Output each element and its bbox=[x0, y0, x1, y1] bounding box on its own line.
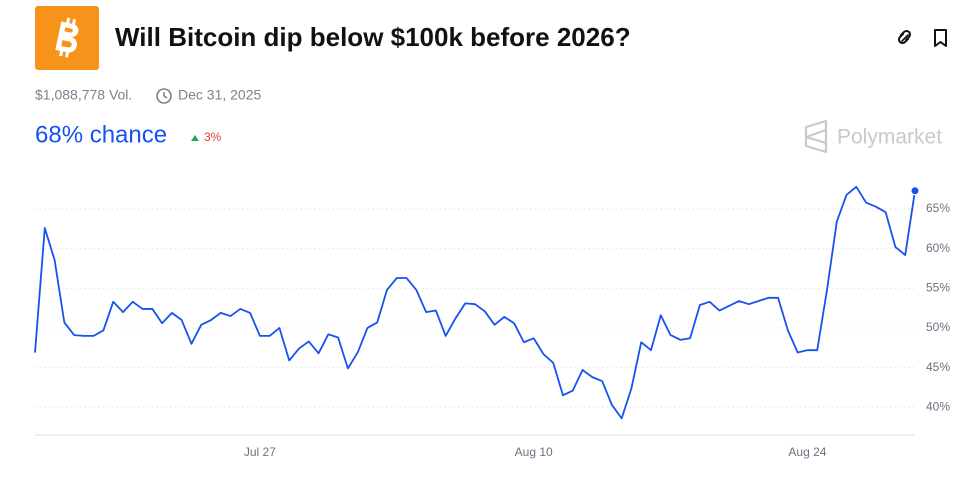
brand-logo bbox=[804, 119, 828, 154]
bitcoin-symbol bbox=[55, 17, 79, 58]
x-tick-label: Aug 10 bbox=[515, 445, 553, 459]
price-line bbox=[34, 185, 916, 420]
y-tick-label: 40% bbox=[926, 399, 950, 413]
last-point bbox=[910, 186, 920, 196]
end-date: Dec 31, 2025 bbox=[178, 87, 261, 103]
plot-area: 40% 45% 50% 55% 60% 65% Jul 27 Aug 10 Aug 24 bbox=[34, 185, 950, 459]
change-arrow bbox=[191, 135, 199, 141]
y-tick-label: 55% bbox=[926, 280, 950, 294]
brand: Polymarket bbox=[837, 126, 942, 149]
x-tick-label: Aug 24 bbox=[788, 445, 826, 459]
y-tick-label: 60% bbox=[926, 241, 950, 255]
y-tick-label: 65% bbox=[926, 201, 950, 215]
y-tick-label: 45% bbox=[926, 360, 950, 374]
change: 3% bbox=[204, 130, 222, 144]
x-tick-label: Jul 27 bbox=[244, 445, 276, 459]
y-tick-label: 50% bbox=[926, 320, 950, 334]
clock-icon bbox=[156, 88, 172, 104]
bookmark-button[interactable] bbox=[934, 29, 947, 47]
market-title: Will Bitcoin dip below $100k before 2026… bbox=[115, 22, 631, 52]
link-button[interactable] bbox=[897, 29, 912, 45]
volume: $1,088,778 Vol. bbox=[35, 87, 132, 103]
chance: 68% chance bbox=[35, 121, 167, 148]
